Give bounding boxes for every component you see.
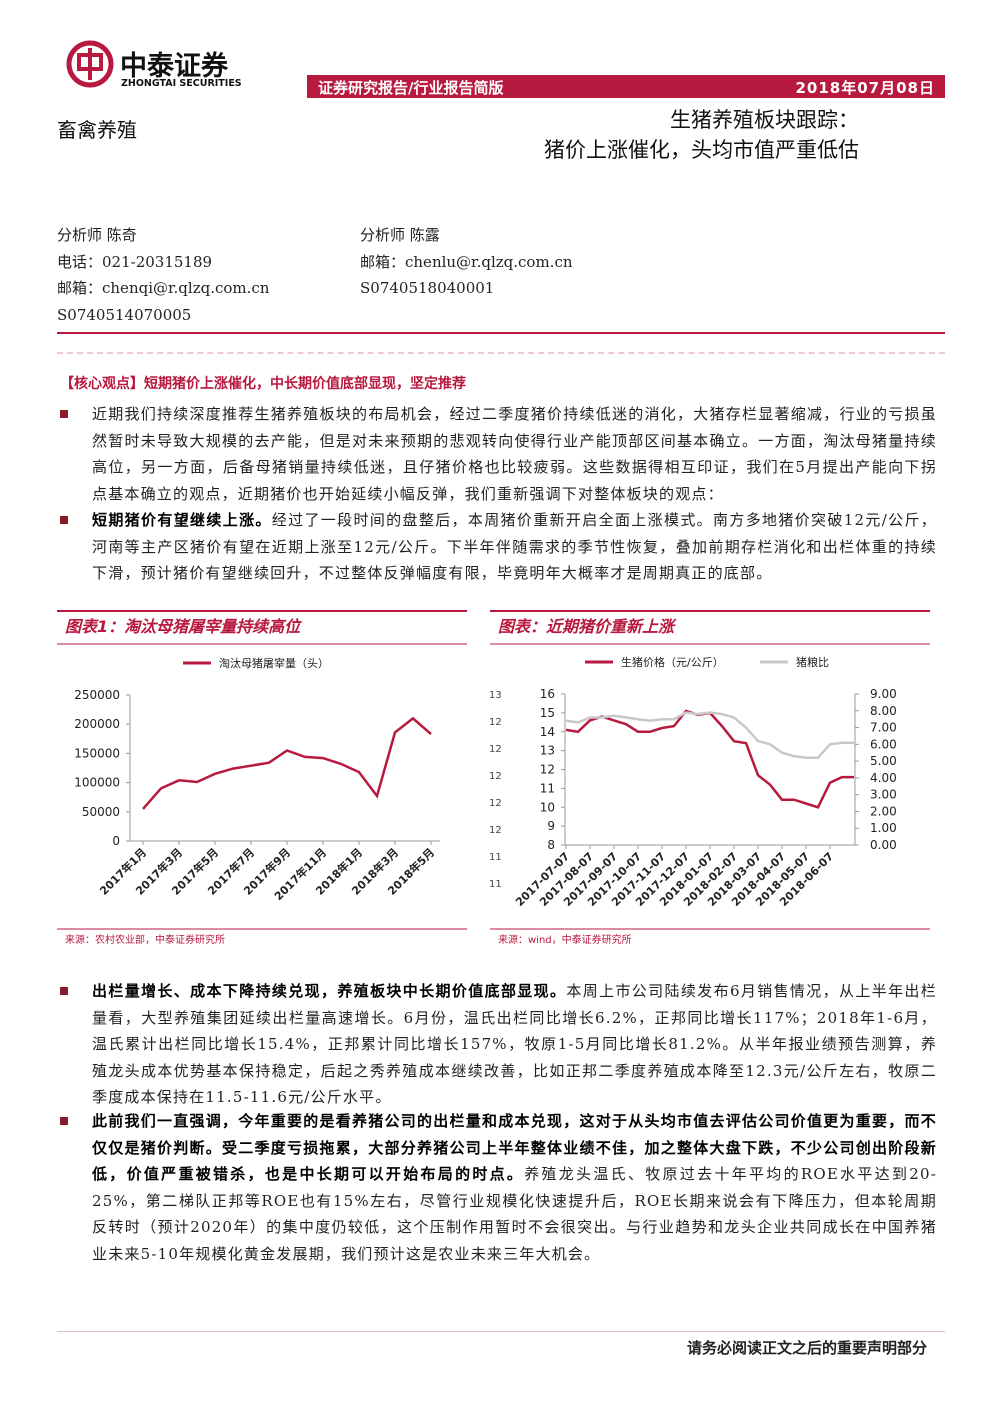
extra-label: 12 (489, 744, 502, 755)
y2-tick-label: 4.00 (870, 771, 897, 785)
paragraph: 近期我们持续深度推荐生猪养殖板块的布局机会，经过二季度猪价持续低迷的消化，大猪存… (92, 401, 937, 507)
extra-label: 12 (489, 798, 502, 809)
report-date: 2018年07月08日 (795, 79, 935, 97)
analyst-line: 分析师 陈露 (360, 226, 440, 244)
y2-tick-label: 6.00 (870, 737, 897, 751)
y-tick-label: 250000 (74, 688, 120, 702)
y-tick-label: 10 (540, 800, 555, 814)
chart-title: 图表1：淘汰母猪屠宰量持续高位 (65, 617, 302, 636)
y-tick-label: 15 (540, 706, 555, 720)
analyst-line: S0740518040001 (360, 279, 495, 297)
y-tick-label: 9 (547, 819, 555, 833)
y-tick-label: 50000 (82, 805, 120, 819)
legend-label: 猪粮比 (796, 655, 829, 669)
bullet (60, 516, 68, 524)
y-tick-label: 12 (540, 763, 555, 777)
charts: 图表1：淘汰母猪屠宰量持续高位来源：农村农业部，中泰证券研究所050000100… (57, 610, 930, 946)
series-line (565, 709, 854, 809)
y2-tick-label: 3.00 (870, 788, 897, 802)
paragraph: 此前我们一直强调，今年重要的是看养猪公司的出栏量和成本兑现，这对于从头均市值去评… (92, 1108, 937, 1267)
analyst-line: 电话：021-20315189 (57, 252, 213, 271)
footer: 请务必阅读正文之后的重要声明部分 (686, 1339, 927, 1357)
y-tick-label: 11 (540, 781, 555, 795)
paragraph-text: 经过了一段时间的盘整后，本周猪价重新开启全面上涨模式。南方多地猪价突破12元/公… (92, 511, 937, 582)
legend-label: 生猪价格（元/公斤） (621, 655, 724, 669)
divider (57, 332, 945, 334)
sector: 畜禽养殖 (57, 118, 137, 142)
core-view: 【核心观点】短期猪价上涨催化，中长期价值底部显现，坚定推荐 (60, 376, 466, 392)
paragraph-lead: 出栏量增长、成本下降持续兑现，养殖板块中长期价值底部显现。 (92, 982, 567, 1000)
y2-tick-label: 8.00 (870, 704, 897, 718)
y2-tick-label: 5.00 (870, 754, 897, 768)
title-line2: 猪价上涨催化，头均市值严重低估 (544, 138, 859, 162)
extra-label: 12 (489, 771, 502, 782)
logo-cn: 中泰证券 (120, 51, 228, 82)
chart-source: 来源：农村农业部，中泰证券研究所 (65, 933, 225, 946)
paragraph-text: 本周上市公司陆续发布6月销售情况，从上半年出栏量看，大型养殖集团延续出栏量高速增… (92, 982, 937, 1106)
bullet (60, 410, 68, 418)
y-tick-label: 0 (112, 834, 120, 848)
y2-tick-label: 1.00 (870, 821, 897, 835)
paragraph: 短期猪价有望继续上涨。经过了一段时间的盘整后，本周猪价重新开启全面上涨模式。南方… (92, 507, 937, 587)
footer-line (57, 1331, 945, 1332)
bullet (60, 987, 68, 995)
y2-tick-label: 0.00 (870, 838, 897, 852)
logo-mark (66, 40, 114, 88)
series-line (142, 716, 432, 810)
report-type: 证券研究报告/行业报告简版 (318, 79, 504, 97)
analyst-line: 邮箱：chenqi@r.qlzq.com.cn (57, 279, 270, 297)
analyst-line: S0740514070005 (57, 305, 192, 324)
extra-label: 12 (489, 825, 502, 836)
paragraph: 出栏量增长、成本下降持续兑现，养殖板块中长期价值底部显现。本周上市公司陆续发布6… (92, 978, 937, 1111)
analyst-right: 分析师 陈露 邮箱：chenlu@r.qlzq.com.cn S07405180… (360, 222, 573, 302)
chart-title: 图表：近期猪价重新上涨 (498, 617, 677, 636)
y-tick-label: 14 (540, 725, 555, 739)
y2-tick-label: 9.00 (870, 687, 897, 701)
analyst-line: 分析师 陈奇 (57, 226, 137, 244)
y2-tick-label: 2.00 (870, 804, 897, 818)
y2-tick-label: 7.00 (870, 721, 897, 735)
header-bar (307, 75, 945, 98)
extra-label: 11 (489, 879, 502, 890)
divider-dashed (57, 352, 945, 354)
analyst-line: 邮箱：chenlu@r.qlzq.com.cn (360, 252, 573, 271)
paragraph-lead: 此前我们一直强调，今年重要的是看养猪公司的出栏量和成本兑现，这对于从头均市值去评… (92, 1112, 937, 1183)
series-line (565, 711, 854, 760)
extra-label: 12 (489, 717, 502, 728)
paragraph-text: 养殖龙头温氏、牧原过去十年平均的ROE水平达到20-25%，第二梯队正邦等ROE… (92, 1165, 937, 1263)
y-tick-label: 8 (547, 838, 555, 852)
legend-label: 淘汰母猪屠宰量（头） (219, 656, 329, 670)
y-tick-label: 100000 (74, 776, 120, 790)
analyst-left: 分析师 陈奇 电话：021-20315189 邮箱：chenqi@r.qlzq.… (57, 222, 269, 328)
logo-en: ZHONGTAI SECURITIES (121, 78, 242, 89)
extra-label: 11 (489, 852, 502, 863)
chart-source: 来源：wind，中泰证券研究所 (498, 933, 632, 946)
paragraph-text: 近期我们持续深度推荐生猪养殖板块的布局机会，经过二季度猪价持续低迷的消化，大猪存… (92, 405, 937, 503)
y-tick-label: 150000 (74, 746, 120, 760)
paragraph-lead: 短期猪价有望继续上涨。 (92, 511, 272, 529)
y-tick-label: 200000 (74, 717, 120, 731)
bullet (60, 1117, 68, 1125)
extra-label: 13 (489, 690, 502, 701)
y-tick-label: 16 (540, 687, 555, 701)
title-line1: 生猪养殖板块跟踪： (670, 108, 859, 132)
y-tick-label: 13 (540, 744, 555, 758)
